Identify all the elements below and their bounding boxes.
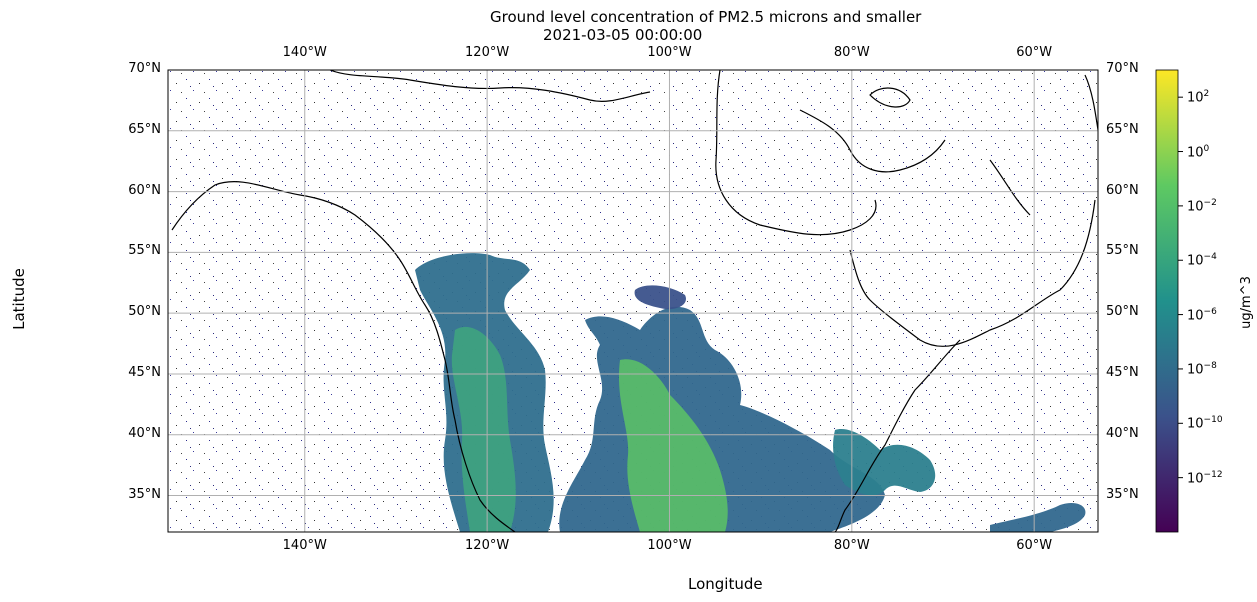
colorbar-tick-label: 10−6 bbox=[1187, 307, 1217, 323]
coastlines bbox=[171, 70, 1098, 532]
colorbar-tick-base: 10 bbox=[1187, 199, 1204, 215]
colorbar-tick-base: 10 bbox=[1187, 416, 1204, 432]
y-tick-label-right: 70°N bbox=[1106, 61, 1139, 76]
y-tick-label-right: 65°N bbox=[1106, 121, 1139, 137]
y-tick-label-left: 55°N bbox=[128, 243, 161, 259]
colorbar-tick-label: 10−10 bbox=[1187, 415, 1223, 431]
colorbar-tick-exponent: 2 bbox=[1203, 89, 1210, 100]
y-tick-label-left: 45°N bbox=[128, 364, 161, 380]
x-axis-label: Longitude bbox=[688, 575, 763, 593]
colorbar-tick-label: 100 bbox=[1187, 144, 1209, 160]
x-tick-label-bottom: 80°W bbox=[833, 538, 870, 553]
y-tick-label-left: 70°N bbox=[128, 61, 161, 76]
y-tick-label-left: 35°N bbox=[128, 486, 161, 502]
colorbar-tick-exponent: −6 bbox=[1203, 306, 1217, 317]
x-tick-label-bottom: 120°W bbox=[465, 538, 510, 553]
x-tick-label-bottom: 60°W bbox=[1016, 538, 1053, 553]
colorbar bbox=[1155, 69, 1179, 533]
colorbar-tick-exponent: −10 bbox=[1203, 415, 1223, 426]
plume-southeast bbox=[990, 503, 1086, 532]
chart-title: Ground level concentration of PM2.5 micr… bbox=[490, 8, 922, 26]
chart-subtitle: 2021-03-05 00:00:00 bbox=[543, 26, 703, 44]
colorbar-tick-exponent: −12 bbox=[1203, 469, 1223, 480]
y-tick-label-right: 60°N bbox=[1106, 182, 1139, 198]
plume-central-core bbox=[618, 359, 728, 532]
x-tick-label-top: 120°W bbox=[465, 45, 510, 60]
gridlines bbox=[168, 70, 1098, 532]
x-tick-label-bottom: 140°W bbox=[282, 538, 327, 553]
y-tick-label-left: 60°N bbox=[128, 182, 161, 198]
colorbar-tick-label: 10−2 bbox=[1187, 198, 1217, 214]
y-tick-label-left: 40°N bbox=[128, 425, 161, 441]
colorbar-tick-exponent: 0 bbox=[1203, 143, 1210, 154]
x-tick-label-bottom: 100°W bbox=[647, 538, 692, 553]
colorbar-tick-base: 10 bbox=[1187, 470, 1204, 486]
plume-east bbox=[833, 429, 936, 496]
x-tick-label-top: 140°W bbox=[282, 45, 327, 60]
y-tick-label-right: 35°N bbox=[1106, 486, 1139, 502]
colorbar-tick-base: 10 bbox=[1187, 307, 1204, 323]
y-tick-label-left: 50°N bbox=[128, 304, 161, 320]
colorbar-tick-label: 102 bbox=[1187, 89, 1209, 105]
colorbar-tick-exponent: −4 bbox=[1203, 252, 1217, 263]
x-tick-label-top: 100°W bbox=[647, 45, 692, 60]
colorbar-tick-label: 10−12 bbox=[1187, 470, 1223, 486]
colorbar-tick-base: 10 bbox=[1187, 253, 1204, 269]
plume-west-core bbox=[451, 326, 516, 532]
y-tick-label-right: 40°N bbox=[1106, 425, 1139, 441]
colorbar-tick-base: 10 bbox=[1187, 144, 1204, 160]
y-tick-label-right: 45°N bbox=[1106, 364, 1139, 380]
x-tick-label-top: 60°W bbox=[1016, 45, 1053, 60]
x-tick-label-top: 80°W bbox=[833, 45, 870, 60]
colorbar-tick-base: 10 bbox=[1187, 362, 1204, 378]
colorbar-ticks bbox=[1178, 96, 1183, 479]
y-tick-label-right: 55°N bbox=[1106, 243, 1139, 259]
colorbar-tick-exponent: −8 bbox=[1203, 360, 1217, 371]
colorbar-tick-label: 10−4 bbox=[1187, 252, 1217, 268]
colorbar-tick-label: 10−8 bbox=[1187, 361, 1217, 377]
map-frame bbox=[167, 69, 1099, 533]
y-tick-label-left: 65°N bbox=[128, 121, 161, 137]
colorbar-tick-base: 10 bbox=[1187, 90, 1204, 106]
y-tick-label-right: 50°N bbox=[1106, 304, 1139, 320]
colorbar-tick-exponent: −2 bbox=[1203, 197, 1217, 208]
plume-north-patch bbox=[634, 285, 686, 310]
